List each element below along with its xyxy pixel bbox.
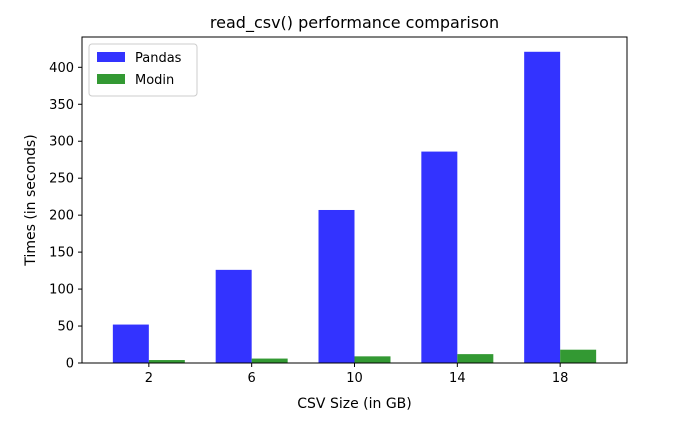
x-tick-label: 18 [552, 371, 569, 386]
y-tick-label: 50 [57, 320, 74, 335]
bar-modin-10 [354, 356, 391, 363]
legend-label-modin: Modin [135, 73, 174, 88]
plot-frame [81, 36, 628, 364]
y-tick-label: 0 [66, 357, 74, 372]
legend-swatch-modin [97, 74, 125, 84]
bar-pandas-10 [318, 209, 355, 363]
y-tick-label: 350 [49, 98, 74, 113]
y-axis-label: Times (in seconds) [23, 134, 39, 266]
y-tick-label: 150 [49, 246, 74, 261]
legend: Pandas Modin [88, 43, 198, 97]
y-axis: 0 50 100 150 200 250 300 350 400 [49, 61, 82, 372]
bar-modin-2 [148, 360, 185, 363]
x-tick-label: 14 [449, 371, 466, 386]
bar-modin-18 [560, 349, 597, 363]
bar-pandas-6 [215, 269, 252, 363]
bar-pandas-2 [112, 324, 149, 363]
chart-title: read_csv() performance comparison [210, 13, 499, 33]
x-tick-label: 2 [145, 371, 153, 386]
y-tick-label: 300 [49, 135, 74, 150]
x-tick-label: 6 [248, 371, 256, 386]
bar-pandas-18 [524, 51, 561, 364]
bar-modin-14 [457, 354, 494, 363]
y-tick-label: 200 [49, 209, 74, 224]
x-axis: 2 6 10 14 18 [145, 363, 569, 386]
x-axis-label: CSV Size (in GB) [297, 396, 411, 412]
legend-swatch-pandas [97, 52, 125, 62]
bar-modin-6 [251, 358, 288, 363]
y-tick-label: 400 [49, 61, 74, 76]
bars [112, 51, 597, 364]
bar-pandas-14 [421, 151, 458, 363]
y-tick-label: 250 [49, 172, 74, 187]
x-tick-label: 10 [346, 371, 363, 386]
legend-label-pandas: Pandas [135, 51, 182, 66]
y-tick-label: 100 [49, 283, 74, 298]
